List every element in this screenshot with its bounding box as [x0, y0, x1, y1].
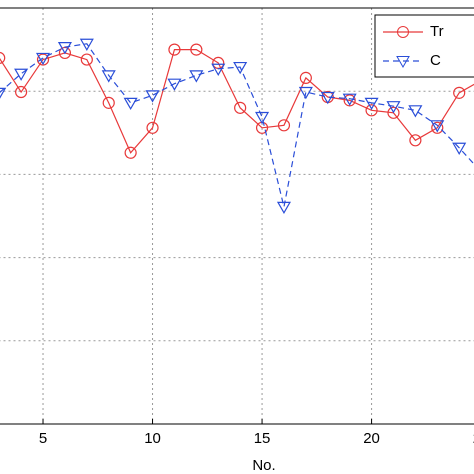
series-line — [0, 43, 474, 207]
point — [364, 97, 379, 111]
point — [277, 119, 291, 132]
point — [408, 105, 423, 118]
point — [189, 70, 204, 83]
x-tick-label: 5 — [39, 430, 47, 447]
point — [15, 85, 28, 99]
point — [145, 90, 160, 103]
legend-label: C — [430, 52, 441, 69]
point — [255, 111, 270, 125]
point — [299, 71, 312, 84]
point — [79, 38, 94, 51]
point — [190, 43, 203, 56]
plot-frame — [0, 7, 474, 425]
point — [431, 121, 444, 134]
series-line — [0, 49, 474, 154]
point — [387, 106, 400, 119]
point — [234, 101, 247, 114]
point — [123, 97, 138, 111]
legend: Tr C — [374, 14, 474, 78]
point — [386, 101, 401, 114]
legend-marker — [397, 26, 409, 38]
x-axis-label: No. — [252, 457, 275, 474]
legend-label: Tr — [430, 23, 444, 40]
point — [101, 70, 116, 83]
point — [298, 86, 313, 100]
x-tick-label: 25 — [473, 430, 474, 447]
point — [233, 61, 248, 75]
point — [167, 78, 182, 91]
point — [320, 91, 335, 105]
point — [430, 120, 445, 133]
point — [342, 93, 357, 106]
point — [124, 146, 137, 159]
point — [276, 201, 291, 215]
point — [35, 52, 51, 66]
point — [0, 87, 7, 99]
point — [365, 104, 378, 117]
point — [80, 53, 93, 66]
point — [453, 86, 466, 99]
point — [57, 42, 72, 55]
point — [211, 63, 226, 76]
point — [102, 96, 115, 109]
point — [0, 51, 6, 64]
point — [168, 43, 181, 56]
point — [409, 134, 422, 147]
legend-box — [374, 14, 474, 78]
legend-marker — [396, 56, 410, 69]
point — [452, 142, 467, 155]
x-tick-label: 15 — [254, 430, 271, 447]
x-tick-label: 20 — [363, 430, 380, 447]
point — [146, 121, 159, 134]
point — [14, 68, 29, 81]
x-tick-label: 10 — [144, 430, 161, 447]
